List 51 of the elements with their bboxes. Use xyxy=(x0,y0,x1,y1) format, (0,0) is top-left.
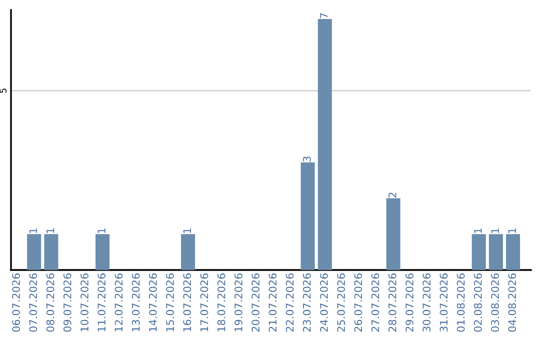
x-tick-label: 29.07.2026 xyxy=(406,273,414,332)
data-label: 1 xyxy=(98,228,106,233)
x-tick-label: 20.07.2026 xyxy=(252,273,260,332)
x-tick-label: 10.07.2026 xyxy=(80,273,88,332)
x-tick-label: 08.07.2026 xyxy=(46,273,54,332)
data-label: 1 xyxy=(183,228,191,233)
data-label: 2 xyxy=(388,192,396,198)
data-label: 7 xyxy=(320,13,328,18)
x-tick-label: 31.07.2026 xyxy=(440,273,448,332)
bar xyxy=(27,234,42,270)
x-tick-label: 14.07.2026 xyxy=(148,273,157,332)
bar xyxy=(472,234,486,270)
data-label: 3 xyxy=(302,156,311,162)
x-tick-label: 17.07.2026 xyxy=(200,273,208,332)
bar xyxy=(506,234,520,270)
x-tick-label: 21.07.2026 xyxy=(268,273,277,332)
x-tick-label: 27.07.2026 xyxy=(371,273,380,332)
bar xyxy=(44,234,58,270)
x-tick-label: 26.07.2026 xyxy=(354,273,362,332)
x-tick-label: 01.08.2026 xyxy=(456,273,465,332)
bar xyxy=(488,234,503,270)
bar xyxy=(181,234,196,270)
data-label: 1 xyxy=(508,228,516,233)
x-tick-label: 25.07.2026 xyxy=(337,273,346,332)
x-tick-label: 15.07.2026 xyxy=(166,273,174,332)
data-label: 1 xyxy=(29,228,37,233)
x-tick-label: 22.07.2026 xyxy=(286,273,294,332)
x-tick-label: 03.08.2026 xyxy=(491,273,499,332)
x-tick-label: 24.07.2026 xyxy=(320,273,328,332)
x-tick-label: 12.07.2026 xyxy=(114,273,123,332)
data-label: 1 xyxy=(474,228,482,233)
x-tick-label: 09.07.2026 xyxy=(63,273,72,332)
x-tick-label: 06.07.2026 xyxy=(12,273,20,332)
data-label: 1 xyxy=(491,228,499,233)
x-tick-label: 07.07.2026 xyxy=(29,273,38,332)
bar xyxy=(318,18,332,270)
x-tick-label: 23.07.2026 xyxy=(302,273,311,332)
x-tick-label: 19.07.2026 xyxy=(234,273,242,332)
x-tick-label: 16.07.2026 xyxy=(183,273,192,332)
x-tick-label: 13.07.2026 xyxy=(132,273,140,332)
bar xyxy=(96,234,110,270)
x-tick-label: 04.08.2026 xyxy=(508,273,516,332)
x-tick-label: 28.07.2026 xyxy=(388,273,396,332)
bar xyxy=(386,198,400,270)
y-tick-label: 5 xyxy=(0,88,6,93)
x-tick-label: 11.07.2026 xyxy=(98,273,106,332)
x-tick-label: 18.07.2026 xyxy=(217,273,226,332)
data-label: 1 xyxy=(46,228,54,233)
bar xyxy=(300,162,315,270)
x-tick-label: 02.08.2026 xyxy=(474,273,482,332)
x-tick-label: 30.07.2026 xyxy=(422,273,431,332)
